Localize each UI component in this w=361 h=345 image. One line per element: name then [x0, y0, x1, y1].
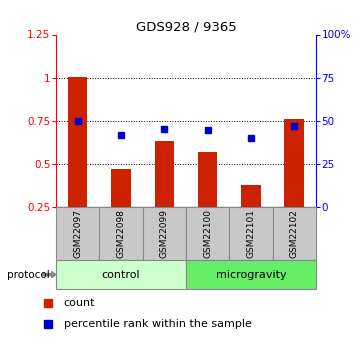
Bar — [186, 260, 316, 289]
Bar — [198, 152, 217, 207]
Bar — [155, 141, 174, 207]
Bar — [273, 207, 316, 260]
Text: GSM22101: GSM22101 — [247, 209, 255, 258]
Text: GSM22099: GSM22099 — [160, 209, 169, 258]
Bar — [56, 260, 186, 289]
Text: GSM22098: GSM22098 — [117, 209, 125, 258]
Bar — [56, 207, 99, 260]
Bar — [111, 169, 131, 207]
Bar — [186, 207, 229, 260]
Text: GSM22100: GSM22100 — [203, 209, 212, 258]
Text: GSM22102: GSM22102 — [290, 209, 299, 258]
Bar — [143, 207, 186, 260]
Text: count: count — [64, 298, 95, 308]
Title: GDS928 / 9365: GDS928 / 9365 — [135, 20, 236, 33]
Bar — [68, 77, 87, 207]
Text: microgravity: microgravity — [216, 270, 286, 279]
Bar — [229, 207, 273, 260]
Text: percentile rank within the sample: percentile rank within the sample — [64, 319, 252, 329]
Text: GSM22097: GSM22097 — [73, 209, 82, 258]
Text: control: control — [102, 270, 140, 279]
Bar — [99, 207, 143, 260]
Text: protocol: protocol — [7, 270, 50, 279]
Bar — [241, 185, 261, 207]
Bar — [284, 119, 304, 207]
